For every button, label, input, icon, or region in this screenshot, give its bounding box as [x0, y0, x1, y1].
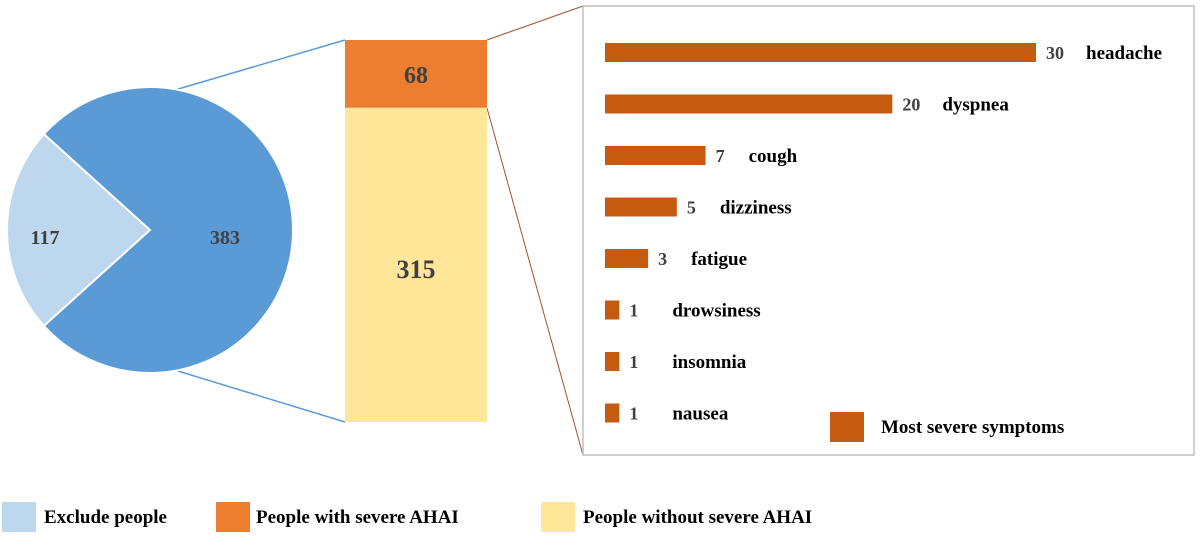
symptom-legend-label: Most severe symptoms [881, 417, 1064, 438]
symptom-value-cough: 7 [716, 146, 725, 166]
symptom-bar-headache [605, 43, 1036, 62]
symptom-bar-dyspnea [605, 94, 893, 114]
symptom-label-drowsiness: drowsiness [672, 301, 760, 322]
pie-connector-bottom [167, 367, 346, 423]
symptom-bar-fatigue [605, 249, 649, 268]
symptom-value-insomnia: 1 [629, 352, 638, 372]
symptom-label-dyspnea: dyspnea [942, 95, 1009, 116]
symptom-bar-insomnia [605, 352, 620, 371]
legend-label-excluded: Exclude people [44, 507, 167, 528]
symptom-label-fatigue: fatigue [691, 249, 747, 270]
symptom-bar-chart: 30 headache 20 dyspnea 7 cough 5 dizziness 3 fati… [605, 43, 1162, 425]
symptom-value-dyspnea: 20 [902, 95, 920, 115]
symptom-label-nausea: nausea [672, 404, 728, 425]
symptom-value-fatigue: 3 [658, 249, 667, 269]
bar-connector-top [486, 5, 584, 41]
symptom-bar-dizziness [605, 197, 677, 217]
symptom-bar-nausea [605, 403, 620, 423]
symptom-legend-swatch [830, 412, 864, 442]
symptom-label-dizziness: dizziness [720, 198, 792, 219]
symptom-panel-frame [582, 5, 1195, 456]
pie-chart [6, 86, 294, 374]
legend-swatch-severe [216, 502, 250, 532]
symptom-value-dizziness: 5 [687, 198, 696, 218]
symptom-value-nausea: 1 [629, 404, 638, 424]
pie-slice-1 [42, 86, 294, 374]
pie-slice-label-included: 383 [210, 227, 240, 249]
stack-label-severe: 68 [404, 63, 428, 89]
symptom-value-headache: 30 [1046, 43, 1064, 63]
legend-swatch-excluded [2, 502, 36, 532]
symptom-bar-cough [605, 146, 706, 165]
symptom-label-headache: headache [1086, 43, 1162, 64]
stack-segment-1 [345, 107, 487, 423]
pie-slice-label-excluded: 117 [31, 227, 60, 249]
bottom-legend: Exclude people People with severe AHAI P… [2, 502, 812, 532]
pie-slice-0 [6, 132, 152, 328]
symptom-bar-drowsiness [605, 300, 620, 320]
symptom-value-drowsiness: 1 [629, 301, 638, 321]
pie-connector-top [167, 39, 346, 93]
legend-label-not-severe: People without severe AHAI [583, 507, 812, 528]
bar-connector-bottom [486, 107, 584, 456]
stack-label-not-severe: 315 [397, 255, 436, 284]
symptom-label-cough: cough [749, 146, 798, 167]
stack-segment-0 [345, 40, 487, 108]
legend-swatch-not-severe [541, 502, 575, 532]
stacked-bar [345, 40, 487, 423]
symptom-label-insomnia: insomnia [672, 352, 746, 373]
legend-label-severe: People with severe AHAI [256, 507, 459, 528]
